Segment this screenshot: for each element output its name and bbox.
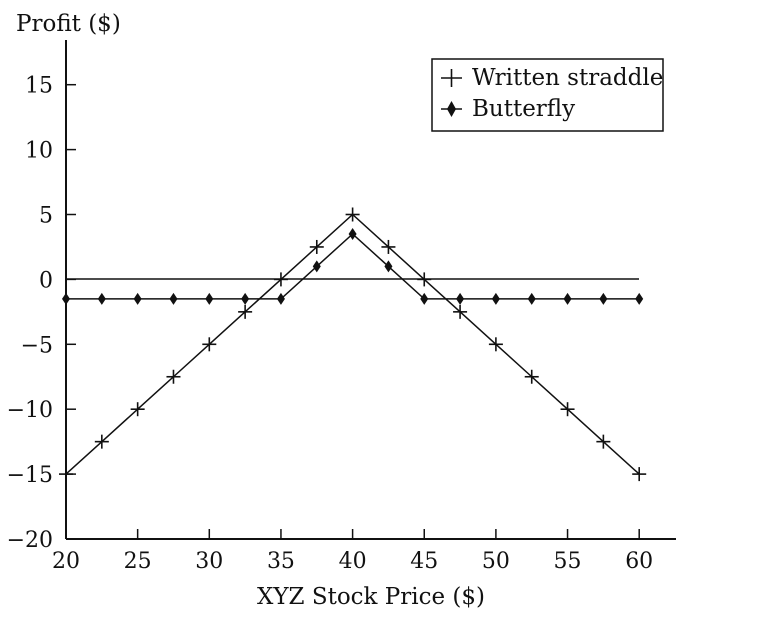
legend-label-butterfly: Butterfly: [472, 96, 575, 122]
data-point-butterfly: [312, 260, 321, 273]
data-point-written-straddle: [166, 369, 181, 384]
y-tick-label: 10: [25, 139, 53, 164]
data-point-butterfly: [563, 292, 572, 305]
legend: Written straddle Butterfly: [431, 58, 664, 132]
data-point-butterfly: [420, 292, 429, 305]
data-point-written-straddle: [345, 207, 360, 222]
data-point-butterfly: [599, 292, 608, 305]
y-tick-label: −15: [7, 463, 53, 488]
y-axis-label: Profit ($): [16, 11, 121, 37]
x-tick-label: 25: [124, 549, 152, 574]
data-point-butterfly: [205, 292, 214, 305]
data-point-written-straddle: [238, 304, 253, 319]
x-tick-label: 60: [625, 549, 653, 574]
x-tick-label: 55: [554, 549, 582, 574]
data-point-written-straddle: [94, 434, 109, 449]
data-point-butterfly: [635, 292, 644, 305]
legend-item-written-straddle: Written straddle: [441, 65, 663, 91]
x-tick-label: 35: [267, 549, 295, 574]
data-point-butterfly: [491, 292, 500, 305]
data-point-butterfly: [527, 292, 536, 305]
data-point-written-straddle: [453, 304, 468, 319]
x-tick-label: 45: [410, 549, 438, 574]
data-point-butterfly: [133, 292, 142, 305]
data-point-butterfly: [384, 260, 393, 273]
y-tick-label: 0: [39, 268, 53, 293]
x-axis-label: XYZ Stock Price ($): [257, 584, 485, 610]
data-point-written-straddle: [381, 239, 396, 254]
data-point-written-straddle: [560, 402, 575, 417]
series-line-butterfly: [66, 232, 640, 300]
data-point-written-straddle: [59, 467, 73, 482]
data-point-butterfly: [348, 227, 357, 240]
series-layer: [59, 207, 647, 482]
series-line-written-straddle: [65, 213, 640, 475]
data-point-butterfly: [169, 292, 178, 305]
data-point-butterfly: [276, 292, 285, 305]
data-point-butterfly: [97, 292, 106, 305]
x-tick-label: 30: [195, 549, 223, 574]
x-tick-label: 40: [339, 549, 367, 574]
data-point-written-straddle: [273, 272, 288, 287]
y-tick-label: 5: [39, 204, 53, 229]
data-point-written-straddle: [130, 402, 145, 417]
data-point-butterfly: [62, 292, 70, 305]
data-point-written-straddle: [417, 272, 432, 287]
data-point-written-straddle: [632, 467, 647, 482]
legend-diamond-marker-icon: [447, 101, 456, 117]
y-tick-label: −5: [21, 333, 53, 358]
data-point-written-straddle: [524, 369, 539, 384]
x-tick-label: 20: [52, 549, 80, 574]
legend-frame: [431, 58, 664, 132]
data-point-written-straddle: [596, 434, 611, 449]
x-tick-label: 50: [482, 549, 510, 574]
y-ticks: 15 10 5 0 −5 −10 −15 −20: [7, 74, 76, 553]
data-point-written-straddle: [202, 337, 217, 352]
data-point-butterfly: [456, 292, 465, 305]
y-tick-label: 15: [25, 74, 53, 99]
x-ticks: 20 25 30 35 40 45 50 55 60: [52, 529, 653, 574]
legend-label-written-straddle: Written straddle: [472, 65, 663, 91]
legend-item-butterfly: Butterfly: [441, 96, 575, 122]
data-point-written-straddle: [309, 239, 324, 254]
data-point-written-straddle: [488, 337, 503, 352]
y-tick-label: −20: [7, 528, 53, 553]
y-tick-label: −10: [7, 398, 53, 423]
data-point-butterfly: [241, 292, 250, 305]
